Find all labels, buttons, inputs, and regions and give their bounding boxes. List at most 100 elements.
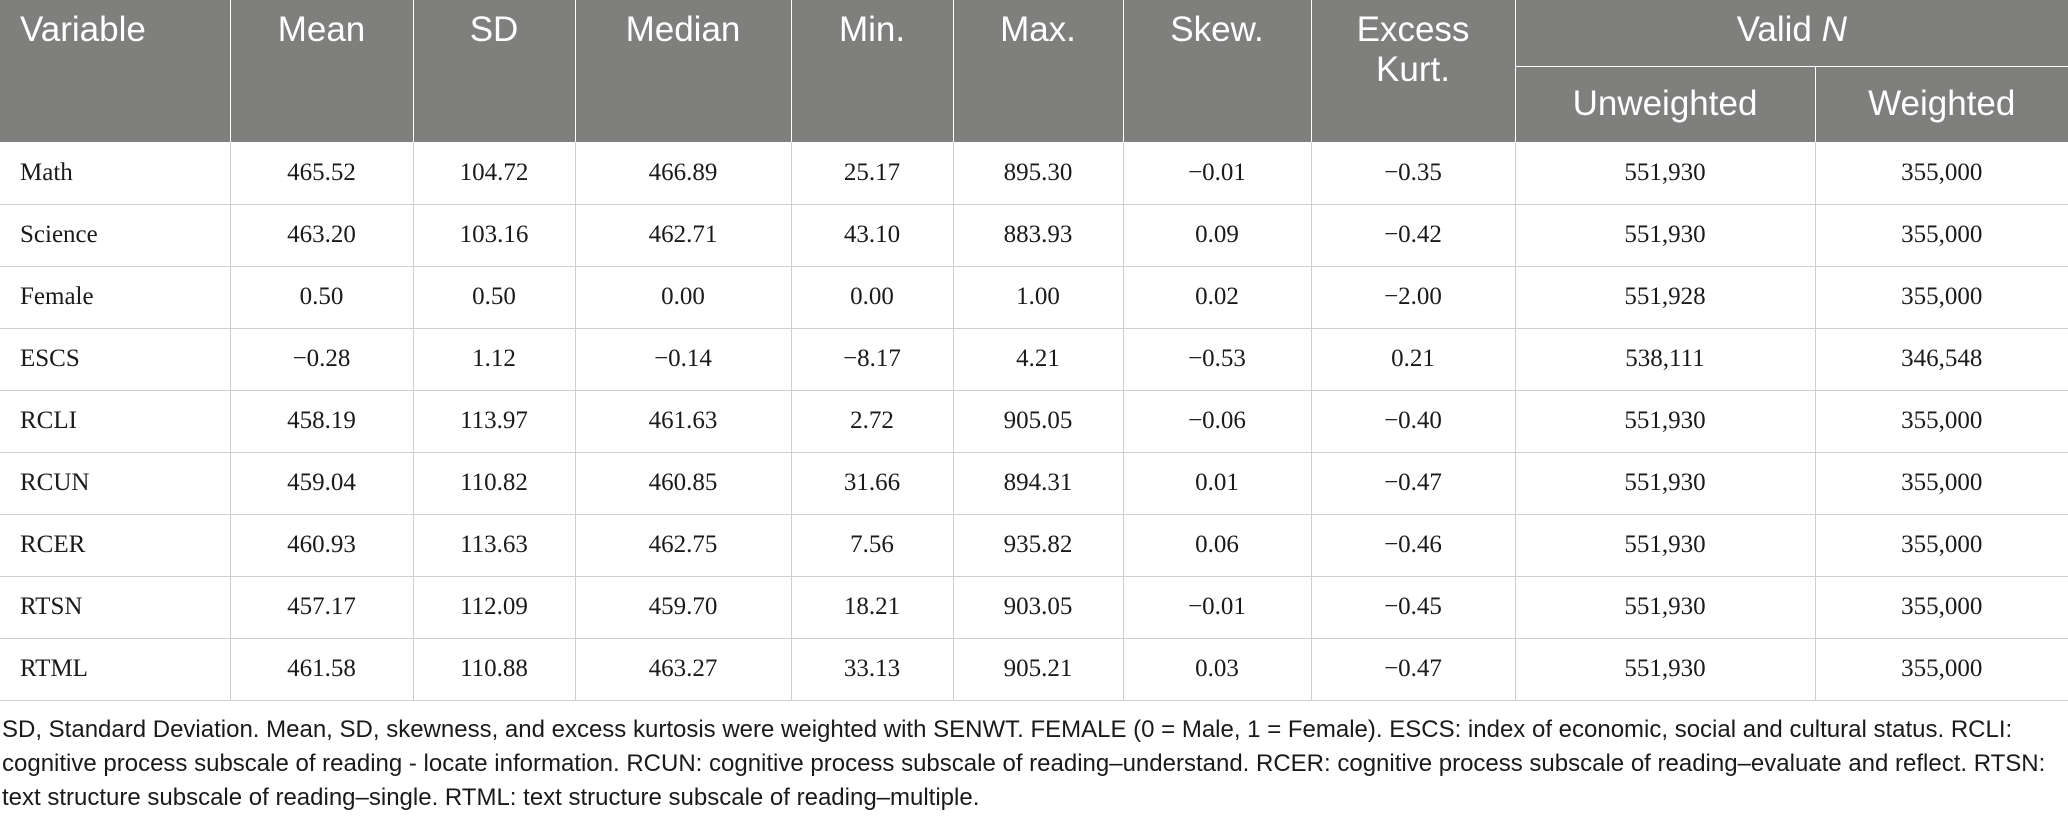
cell-mean: 463.20: [230, 204, 414, 267]
cell-skew: −0.01: [1123, 576, 1312, 639]
cell-max: 4.21: [953, 328, 1124, 391]
cell-median: 461.63: [575, 390, 792, 453]
cell-max: 935.82: [953, 514, 1124, 577]
cell-min: 2.72: [791, 390, 954, 453]
cell-median: −0.14: [575, 328, 792, 391]
cell-mean: 458.19: [230, 390, 414, 453]
header-valid-n-text: Valid: [1736, 10, 1822, 49]
table-row: ESCS −0.28 1.12 −0.14 −8.17 4.21 −0.53 0.21 538,…: [0, 328, 2068, 391]
cell-skew: 0.02: [1123, 266, 1312, 329]
cell-sd: 103.16: [413, 204, 576, 267]
cell-median: 463.27: [575, 638, 792, 701]
cell-sd: 113.97: [413, 390, 576, 453]
cell-variable: RCER: [0, 514, 231, 577]
cell-kurt: 0.21: [1311, 328, 1516, 391]
cell-variable: Science: [0, 204, 231, 267]
cell-max: 1.00: [953, 266, 1124, 329]
cell-skew: 0.03: [1123, 638, 1312, 701]
cell-weighted: 355,000: [1815, 514, 2068, 577]
header-weighted: Weighted: [1815, 66, 2068, 142]
cell-median: 462.71: [575, 204, 792, 267]
header-valid-n-italic: N: [1821, 10, 1847, 49]
cell-kurt: −0.45: [1311, 576, 1516, 639]
cell-mean: 457.17: [230, 576, 414, 639]
cell-mean: 461.58: [230, 638, 414, 701]
cell-min: 7.56: [791, 514, 954, 577]
header-mean: Mean: [230, 0, 414, 142]
cell-unweighted: 551,930: [1515, 390, 1816, 453]
cell-max: 905.05: [953, 390, 1124, 453]
cell-median: 466.89: [575, 142, 792, 205]
cell-kurt: −0.42: [1311, 204, 1516, 267]
cell-sd: 113.63: [413, 514, 576, 577]
cell-weighted: 346,548: [1815, 328, 2068, 391]
cell-weighted: 355,000: [1815, 266, 2068, 329]
cell-skew: 0.09: [1123, 204, 1312, 267]
cell-kurt: −0.47: [1311, 638, 1516, 701]
cell-variable: RCUN: [0, 452, 231, 515]
header-median: Median: [575, 0, 792, 142]
cell-weighted: 355,000: [1815, 142, 2068, 205]
cell-min: 31.66: [791, 452, 954, 515]
table-header: Variable Mean SD Median Min. Max. Skew. …: [0, 0, 2068, 142]
cell-variable: RCLI: [0, 390, 231, 453]
cell-unweighted: 551,930: [1515, 452, 1816, 515]
cell-mean: 0.50: [230, 266, 414, 329]
cell-median: 460.85: [575, 452, 792, 515]
cell-min: 43.10: [791, 204, 954, 267]
cell-sd: 0.50: [413, 266, 576, 329]
cell-min: 18.21: [791, 576, 954, 639]
cell-median: 462.75: [575, 514, 792, 577]
cell-weighted: 355,000: [1815, 204, 2068, 267]
table-row: Math 465.52 104.72 466.89 25.17 895.30 −0.01 −0…: [0, 142, 2068, 205]
cell-kurt: −0.47: [1311, 452, 1516, 515]
cell-sd: 110.82: [413, 452, 576, 515]
cell-min: 25.17: [791, 142, 954, 205]
cell-kurt: −0.46: [1311, 514, 1516, 577]
header-excess-kurt-line2: Kurt.: [1376, 50, 1450, 89]
table-row: RCLI 458.19 113.97 461.63 2.72 905.05 −0.06 −0.…: [0, 390, 2068, 453]
cell-kurt: −0.35: [1311, 142, 1516, 205]
cell-max: 903.05: [953, 576, 1124, 639]
table-row: Female 0.50 0.50 0.00 0.00 1.00 0.02 −2.00 551,9…: [0, 266, 2068, 329]
header-valid-n: Valid N: [1515, 0, 2068, 67]
cell-sd: 1.12: [413, 328, 576, 391]
cell-sd: 112.09: [413, 576, 576, 639]
cell-max: 905.21: [953, 638, 1124, 701]
table-body: Math 465.52 104.72 466.89 25.17 895.30 −0.01 −0…: [0, 142, 2068, 701]
cell-skew: −0.06: [1123, 390, 1312, 453]
cell-kurt: −2.00: [1311, 266, 1516, 329]
cell-unweighted: 538,111: [1515, 328, 1816, 391]
cell-variable: Math: [0, 142, 231, 205]
cell-sd: 104.72: [413, 142, 576, 205]
cell-max: 894.31: [953, 452, 1124, 515]
descriptive-statistics-table: Variable Mean SD Median Min. Max. Skew. …: [0, 0, 2068, 701]
cell-variable: Female: [0, 266, 231, 329]
table-row: RCER 460.93 113.63 462.75 7.56 935.82 0.06 −0.4…: [0, 514, 2068, 577]
cell-unweighted: 551,928: [1515, 266, 1816, 329]
cell-skew: 0.06: [1123, 514, 1312, 577]
header-unweighted: Unweighted: [1515, 66, 1816, 142]
cell-mean: 460.93: [230, 514, 414, 577]
cell-kurt: −0.40: [1311, 390, 1516, 453]
header-excess-kurt-line1: Excess: [1356, 10, 1470, 49]
table-row: Science 463.20 103.16 462.71 43.10 883.93 0.09…: [0, 204, 2068, 267]
cell-median: 459.70: [575, 576, 792, 639]
header-max: Max.: [953, 0, 1124, 142]
table-row: RTSN 457.17 112.09 459.70 18.21 903.05 −0.01 −0…: [0, 576, 2068, 639]
cell-min: 0.00: [791, 266, 954, 329]
cell-weighted: 355,000: [1815, 452, 2068, 515]
cell-variable: RTSN: [0, 576, 231, 639]
cell-max: 895.30: [953, 142, 1124, 205]
header-min: Min.: [791, 0, 954, 142]
cell-unweighted: 551,930: [1515, 638, 1816, 701]
cell-variable: ESCS: [0, 328, 231, 391]
cell-skew: −0.53: [1123, 328, 1312, 391]
header-excess-kurt: Excess Kurt.: [1311, 0, 1516, 142]
header-sd: SD: [413, 0, 576, 142]
header-skew: Skew.: [1123, 0, 1312, 142]
cell-unweighted: 551,930: [1515, 142, 1816, 205]
cell-min: 33.13: [791, 638, 954, 701]
cell-unweighted: 551,930: [1515, 576, 1816, 639]
